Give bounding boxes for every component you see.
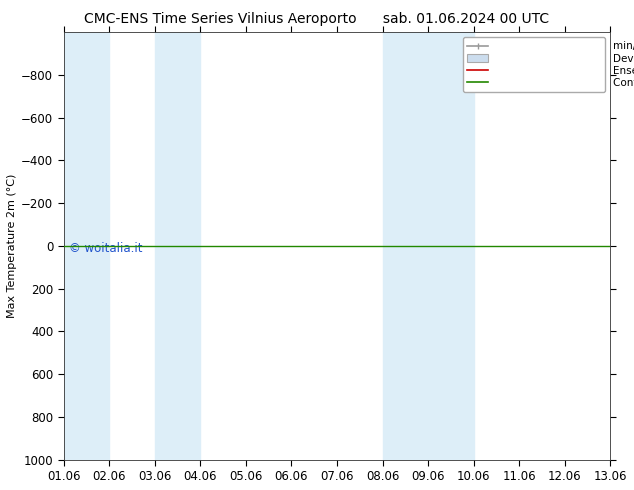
- Text: CMC-ENS Time Series Vilnius Aeroporto      sab. 01.06.2024 00 UTC: CMC-ENS Time Series Vilnius Aeroporto sa…: [84, 12, 550, 26]
- Bar: [155, 32, 200, 460]
- Y-axis label: Max Temperature 2m (°C): Max Temperature 2m (°C): [7, 173, 17, 318]
- Bar: [63, 32, 109, 460]
- Bar: [382, 32, 428, 460]
- Bar: [428, 32, 474, 460]
- Text: © woitalia.it: © woitalia.it: [69, 242, 143, 254]
- Legend: min/max, Deviazione standard, Ensemble mean run, Controll run: min/max, Deviazione standard, Ensemble m…: [463, 37, 605, 92]
